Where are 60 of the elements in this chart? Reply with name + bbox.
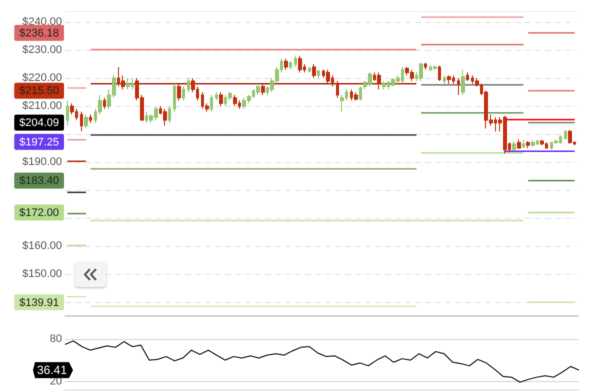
- y2-tick-label: $236.18: [19, 27, 59, 40]
- candlestick: [457, 78, 460, 96]
- y-tick-label: 80: [50, 332, 62, 345]
- candlestick: [540, 139, 544, 146]
- candlestick: [512, 140, 516, 152]
- candlestick: [354, 92, 358, 102]
- candlestick: [308, 66, 311, 74]
- candlestick: [84, 114, 88, 130]
- candlestick: [66, 100, 69, 126]
- candlestick: [210, 94, 213, 112]
- y-tick-label: $230.00: [22, 44, 62, 56]
- y2-tick-label: $197.25: [19, 136, 59, 148]
- candlestick: [233, 94, 237, 107]
- candlestick: [126, 78, 130, 90]
- candlestick: [447, 74, 451, 84]
- candlestick: [289, 60, 292, 70]
- line-series: [64, 340, 580, 383]
- y-tick-label: $150.00: [22, 268, 62, 280]
- candlestick: [466, 72, 469, 82]
- candlestick: [317, 69, 320, 79]
- y-tick-label: $160.00: [22, 240, 62, 252]
- y2-tick-label: $204.09: [19, 117, 59, 130]
- candlestick: [568, 129, 572, 144]
- candlestick: [187, 78, 190, 93]
- candlestick: [312, 64, 316, 79]
- candlestick: [215, 92, 218, 102]
- candlestick: [531, 139, 535, 148]
- annotation: 36.41: [36, 363, 68, 378]
- candlestick: [173, 83, 176, 112]
- candlestick: [526, 140, 530, 149]
- candlestick: [359, 86, 362, 102]
- candlestick: [433, 65, 437, 70]
- y-tick-label: $190.00: [22, 156, 62, 168]
- y-tick-label: $240.00: [22, 16, 62, 28]
- candlestick: [461, 69, 465, 96]
- candlestick: [219, 92, 223, 107]
- candlestick: [438, 65, 441, 82]
- candlestick: [522, 139, 525, 149]
- candlestick: [443, 74, 446, 84]
- candlestick: [564, 129, 567, 140]
- y2-tick-label: $172.00: [19, 206, 59, 219]
- candlestick: [294, 55, 297, 68]
- candlestick: [80, 111, 83, 132]
- candlestick: [256, 83, 260, 96]
- candlestick: [163, 108, 167, 126]
- candlestick: [298, 55, 302, 74]
- y2-tick-label: $183.40: [19, 175, 59, 188]
- y2-tick-label: $215.50: [19, 85, 59, 98]
- y-tick-label: $220.00: [22, 72, 62, 84]
- candlestick: [419, 62, 423, 82]
- y2-tick-label: $139.91: [19, 296, 59, 309]
- candlestick: [424, 62, 427, 70]
- candlestick: [103, 97, 106, 110]
- candlestick: [182, 86, 185, 102]
- candlestick: [382, 80, 386, 90]
- candlestick: [168, 106, 171, 124]
- candlestick: [89, 114, 92, 124]
- candlestick: [284, 58, 288, 70]
- candlestick: [517, 139, 521, 149]
- y-tick-label: $210.00: [22, 100, 62, 112]
